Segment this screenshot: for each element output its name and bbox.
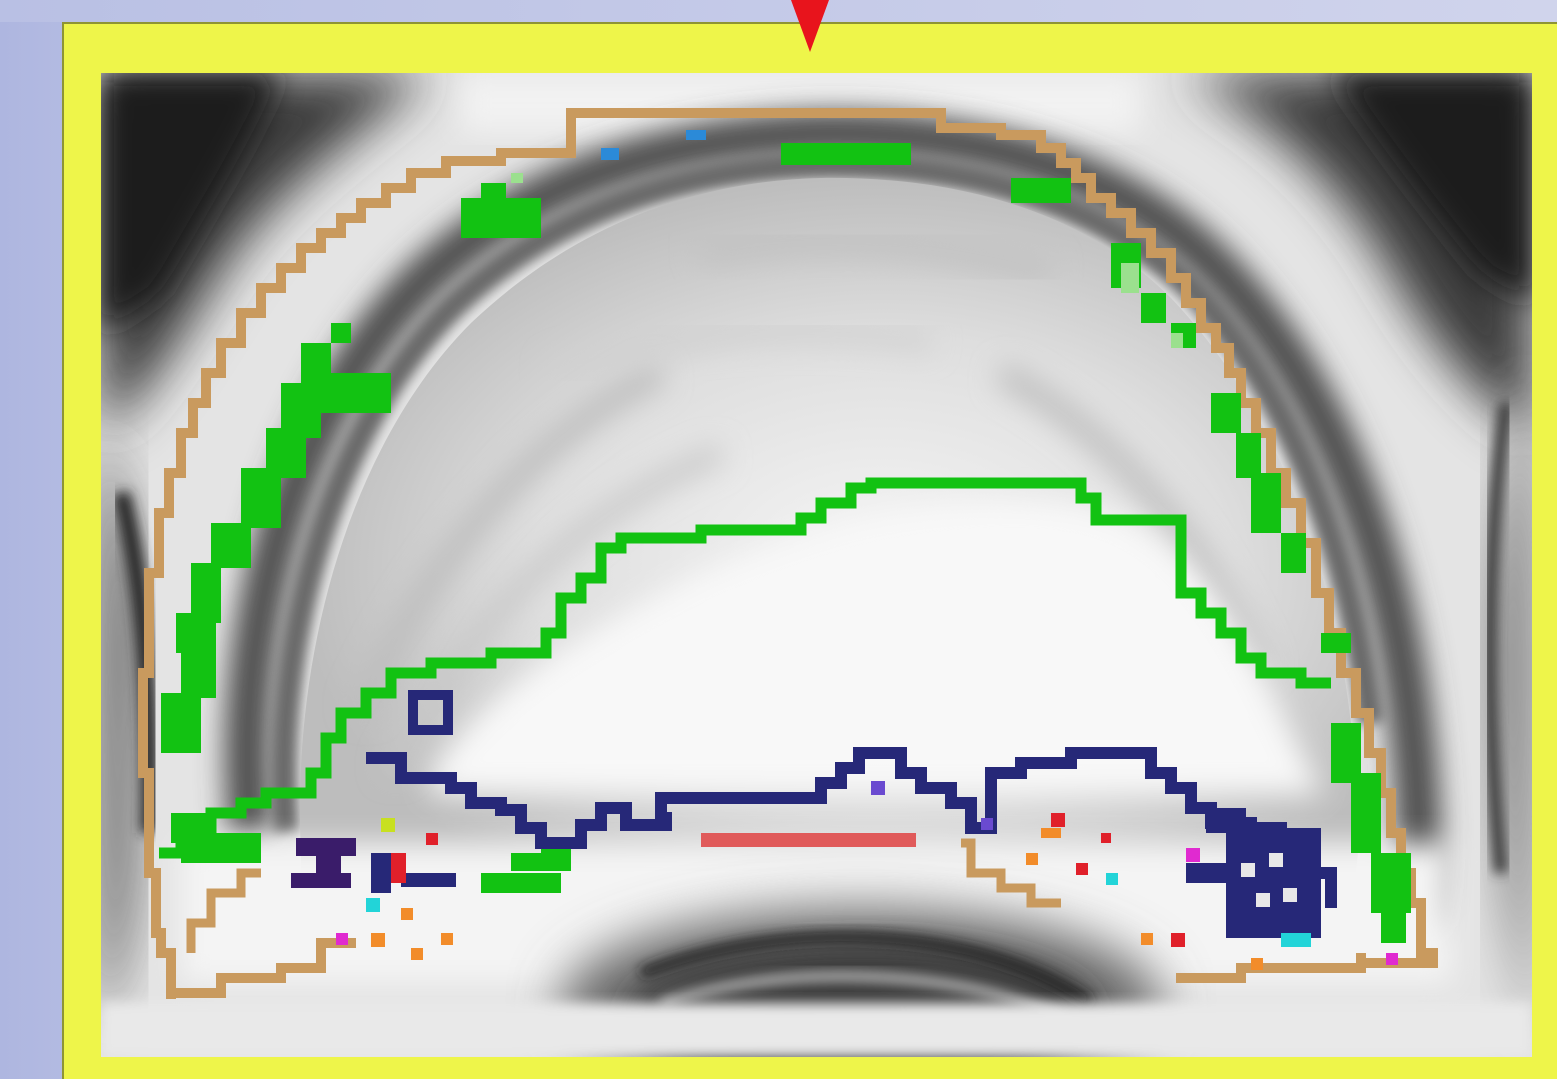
speckles-magenta [336, 848, 1398, 965]
lower-boundary-left-blob [291, 838, 356, 888]
inner-boundary-contour [159, 477, 1331, 859]
midline-segment [701, 833, 916, 847]
mri-scan-image [101, 73, 1532, 1057]
lower-boundary-right-blob [1186, 808, 1321, 938]
speckles-orange [371, 828, 1263, 970]
speckles-cyan [366, 873, 1311, 947]
down-triangle-icon [791, 0, 829, 52]
page-background-top [0, 0, 1557, 22]
lower-boundary-right-blob-holes [1241, 853, 1297, 907]
lower-boundary-isolated-square [408, 690, 453, 735]
speckles-yellow-green [381, 818, 395, 832]
outer-boundary-inner-left [186, 868, 261, 953]
outer-boundary-right-inner [961, 838, 1061, 908]
peripheral-green-speckles [161, 143, 1411, 943]
outer-boundary-bottom-left [169, 938, 356, 998]
lower-boundary-contour [366, 747, 1337, 908]
lower-boundary-left-ticks [371, 853, 456, 893]
outer-boundary-bottom-right [1176, 953, 1366, 983]
speckles-purple [871, 781, 993, 830]
blue-speckles [601, 130, 706, 160]
segmentation-overlay [101, 73, 1532, 1057]
green-speckle-highlights [511, 173, 1183, 348]
speckles-red [391, 813, 1185, 947]
